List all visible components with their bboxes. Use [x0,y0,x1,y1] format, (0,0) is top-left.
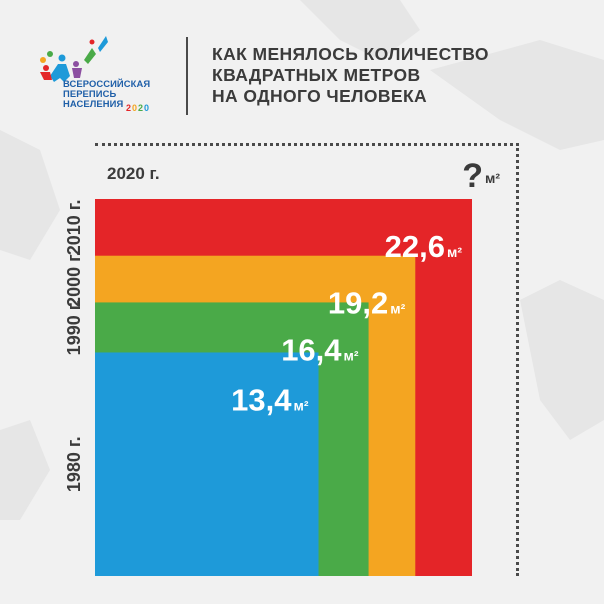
unknown-value-label: ? м² [462,157,500,195]
logo-year-digit-2: 0 [132,103,139,113]
value-label-1980: 13,4 м² [231,382,309,417]
page-title: КАК МЕНЯЛОСЬ КОЛИЧЕСТВО КВАДРАТНЫХ МЕТРО… [212,44,489,107]
value-label-2000: 19,2 м² [328,286,406,321]
logo-line-3: НАСЕЛЕНИЯ [63,98,124,109]
logo-year-digit-3: 2 [138,103,145,113]
logo-year-digit-1: 2 [126,103,133,113]
title-line-1: КАК МЕНЯЛОСЬ КОЛИЧЕСТВО [212,44,489,64]
square-1980 [95,352,319,576]
unknown-2020-frame [95,143,519,576]
logo-year-digit-4: 0 [144,103,151,113]
title-line-3: НА ОДНОГО ЧЕЛОВЕКА [212,86,428,106]
logo-line-2: ПЕРЕПИСЬ [63,88,117,99]
value-label-1990: 16,4 м² [281,332,359,367]
title-line-2: КВАДРАТНЫХ МЕТРОВ [212,65,421,85]
year-label-1990: 1990 г. [64,300,84,356]
logo-line-1: ВСЕРОССИЙСКАЯ [63,78,151,89]
year-label-2010: 2010 г. [64,199,84,255]
value-label-2010: 22,6 м² [385,229,463,264]
logo-year: 2020 [126,103,150,113]
year-label-1980: 1980 г. [64,436,84,492]
logo-people-icon [40,36,108,82]
header-divider [186,37,188,115]
year-label-2020: 2020 г. [107,164,160,183]
year-label-2000: 2000 г. [64,251,84,307]
